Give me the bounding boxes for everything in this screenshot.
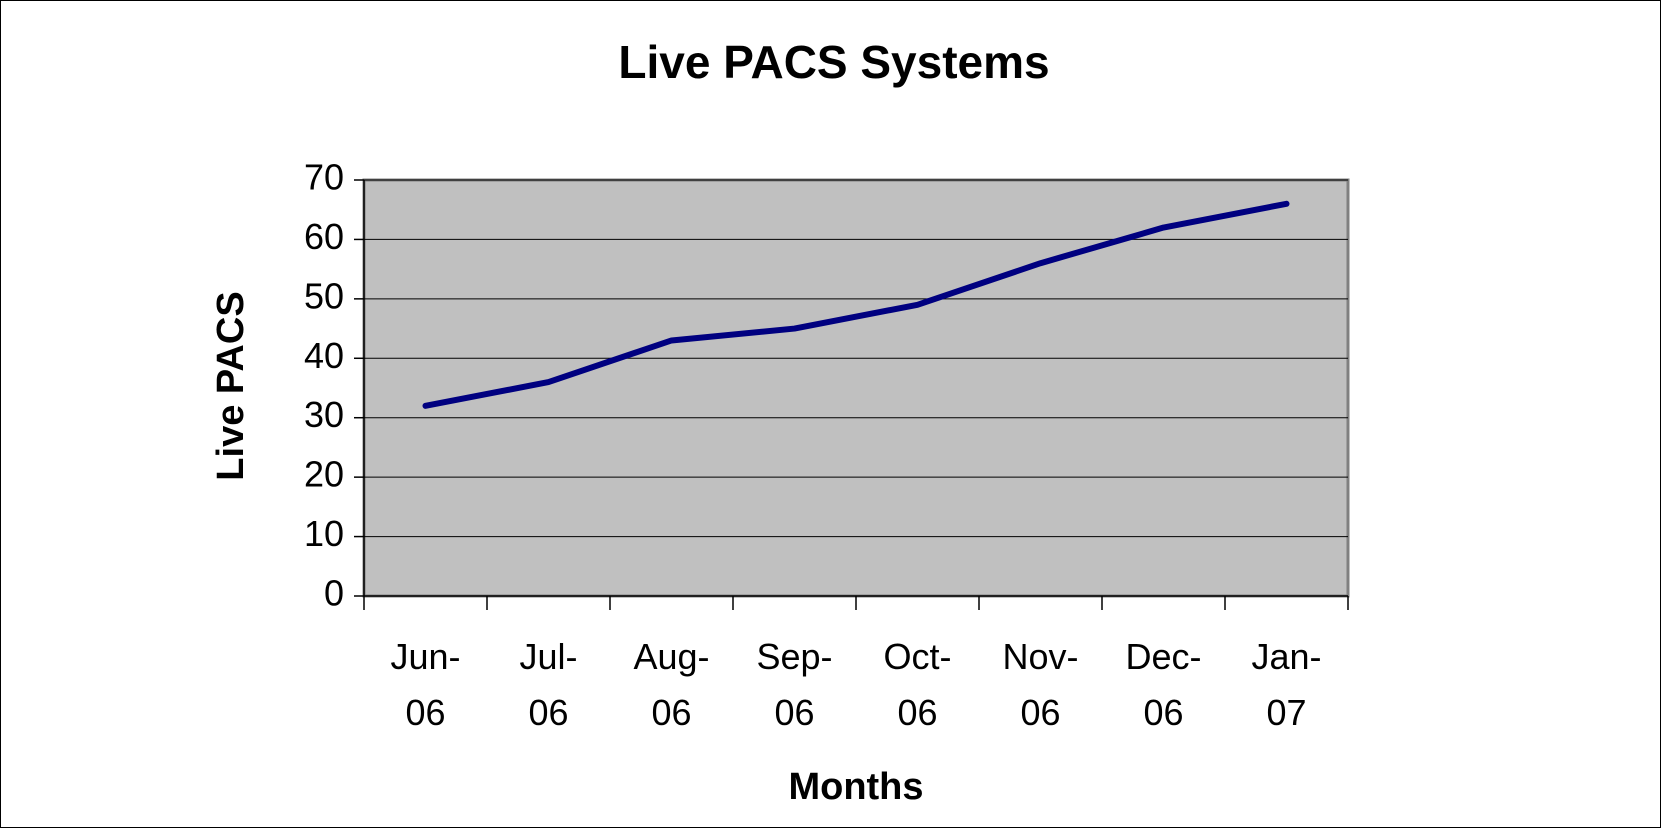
y-tick-label: 10 — [304, 513, 344, 554]
x-tick-label: Dec-06 — [1125, 636, 1201, 733]
x-tick-label: Nov-06 — [1002, 636, 1078, 733]
x-tick-label: Sep-06 — [756, 636, 832, 733]
x-tick-label: Jan-07 — [1251, 636, 1321, 733]
y-tick-label: 0 — [324, 573, 344, 614]
x-tick-label: Oct-06 — [884, 636, 952, 733]
x-axis-label: Months — [788, 766, 923, 808]
x-tick-label: Jun-06 — [390, 636, 460, 733]
y-tick-label: 50 — [304, 275, 344, 316]
x-tick-label: Jul-06 — [519, 636, 577, 733]
x-tick-label: Aug-06 — [633, 636, 709, 733]
y-tick-label: 70 — [304, 157, 344, 198]
y-tick-label: 60 — [304, 216, 344, 257]
line — [422, 200, 1290, 409]
chart-title: Live PACS Systems — [618, 36, 1049, 88]
y-tick-label: 30 — [304, 394, 344, 435]
y-tick-label: 40 — [304, 335, 344, 376]
y-axis-label: Live PACS — [210, 291, 252, 480]
y-tick-label: 20 — [304, 454, 344, 495]
